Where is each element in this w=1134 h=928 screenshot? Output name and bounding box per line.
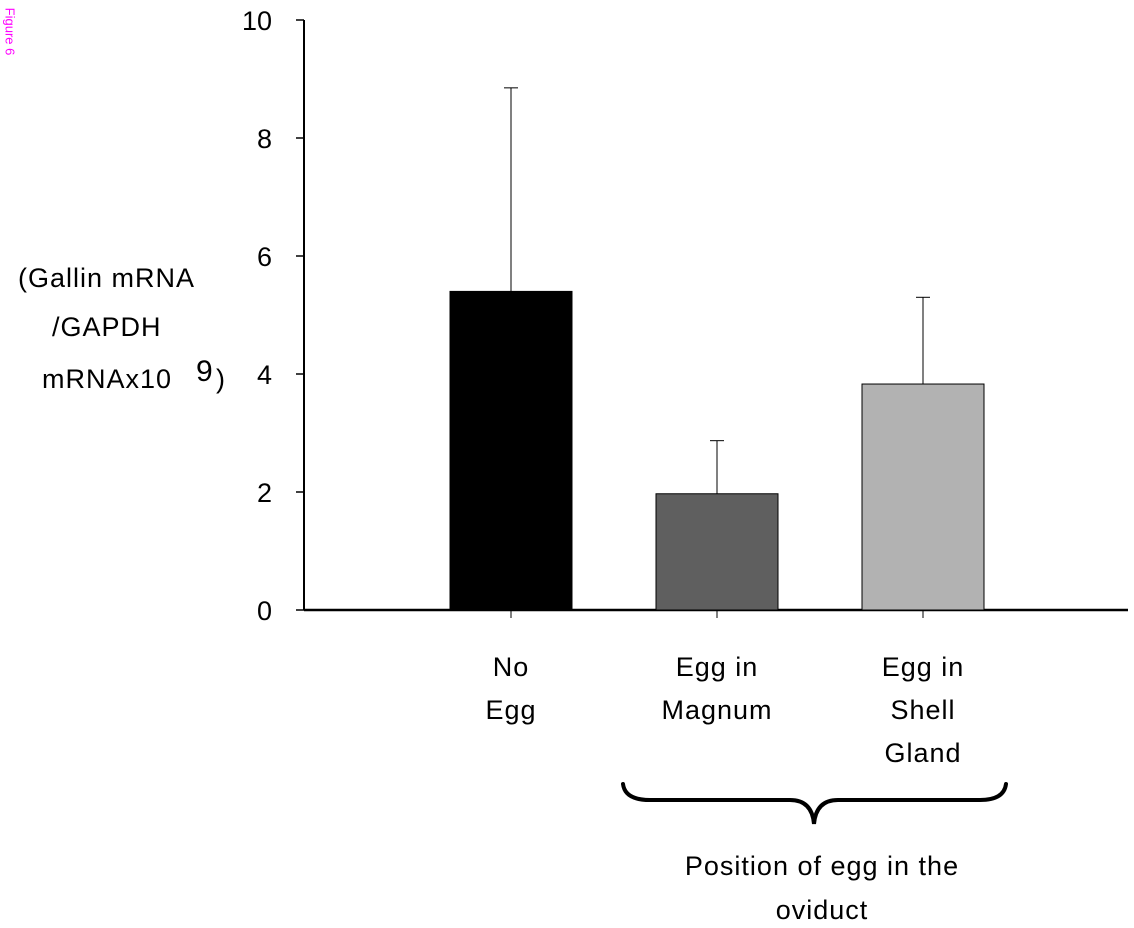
y-axis-label-line3: mRNAx10 bbox=[42, 364, 172, 394]
bar bbox=[449, 290, 573, 611]
y-axis-label-line2: /GAPDH bbox=[52, 312, 162, 342]
y-tick-label: 6 bbox=[257, 242, 272, 272]
y-axis-label-close: ) bbox=[216, 364, 225, 394]
x-tick-label: Egg in Shell Gland bbox=[882, 652, 965, 768]
y-tick-label: 0 bbox=[257, 596, 272, 626]
x-tick-label: No Egg bbox=[485, 652, 536, 725]
y-axis-label-superscript: 9 bbox=[196, 355, 213, 388]
y-tick-label: 10 bbox=[242, 6, 272, 36]
bar bbox=[861, 383, 985, 611]
y-tick-label: 8 bbox=[257, 124, 272, 154]
y-tick-label: 4 bbox=[257, 360, 272, 390]
y-axis-label-line1: (Gallin mRNA bbox=[18, 263, 195, 293]
y-tick-label: 2 bbox=[257, 478, 272, 508]
bar bbox=[655, 493, 779, 611]
x-tick-label: Egg in Magnum bbox=[661, 652, 772, 725]
x-axis-label: Position of egg in the oviduct bbox=[685, 851, 959, 925]
group-brace bbox=[621, 782, 1008, 825]
